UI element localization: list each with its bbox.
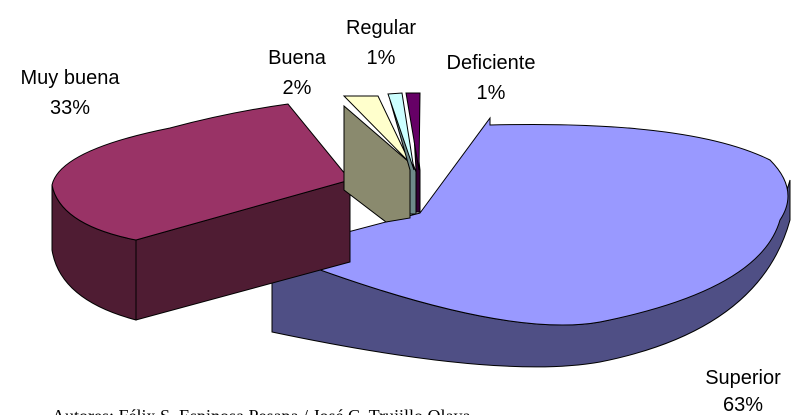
label-regular-pct: 1%: [367, 47, 396, 69]
source-line: Autores: Félix S. Espinosa Pesapa / José…: [52, 406, 471, 415]
label-deficiente-pct: 1%: [477, 82, 506, 104]
label-buena-name: Buena: [268, 47, 327, 69]
label-muy-buena-pct: 33%: [50, 97, 90, 119]
label-superior-pct: 63%: [723, 394, 763, 415]
slice-buena-side: [343, 104, 411, 223]
slice-buena: [342, 95, 411, 223]
slice-muy-buena: [51, 103, 351, 321]
slice-superior: [270, 116, 791, 368]
slice-deficiente-top: [405, 92, 421, 171]
slice-superior-top: [270, 116, 789, 326]
label-regular-name: Regular: [346, 17, 416, 39]
label-muy-buena-name: Muy buena: [21, 67, 121, 89]
slice-regular: [387, 92, 417, 215]
label-buena-pct: 2%: [283, 77, 312, 99]
slice-muy-buena-top: [51, 103, 351, 241]
slice-deficiente: [405, 92, 421, 213]
label-superior-name: Superior: [705, 367, 781, 389]
slice-regular-top: [387, 92, 415, 171]
slice-buena-top: [342, 95, 411, 164]
label-deficiente-name: Deficiente: [447, 52, 536, 74]
